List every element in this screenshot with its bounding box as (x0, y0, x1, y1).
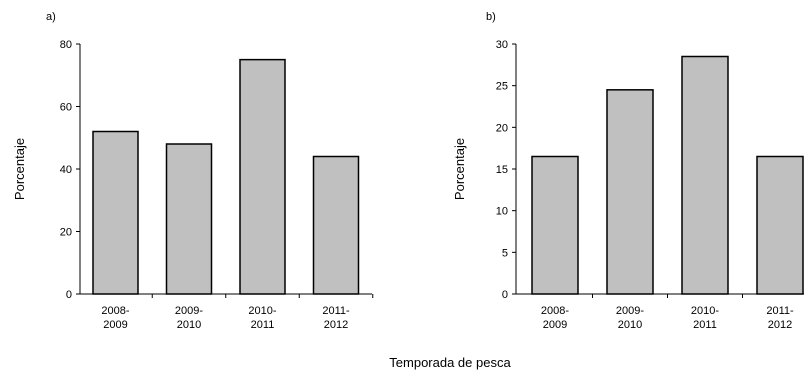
panel-b-category-label: 2010- (691, 305, 719, 317)
panel-a-y-tick-label: 0 (66, 289, 72, 301)
panel-b-bar-2 (606, 89, 654, 295)
panel-b-category-label: 2009 (543, 319, 567, 331)
panel-a-y-axis-label: Porcentaje (12, 138, 27, 200)
panel-b-y-tick-label: 10 (496, 206, 508, 218)
panel-a-y-tick-label: 60 (60, 102, 72, 114)
panel-b-category-label: 2012 (768, 319, 792, 331)
panel-b-bar-3 (681, 55, 729, 295)
panel-a-bar-1 (92, 130, 139, 295)
panel-b-bar-chart: b) 0 5 10 15 20 25 30 Porcentaje 2008- 2009 2009- 20… (452, 11, 804, 331)
panel-b-category-label: 2008- (541, 305, 569, 317)
panel-a-bar-4 (312, 155, 360, 295)
panel-b-category-label: 2009- (616, 305, 644, 317)
panel-a-category-label: 2011- (322, 305, 350, 317)
panel-a-category-label: 2009- (175, 305, 203, 317)
panel-a-bar-3 (239, 58, 286, 295)
panel-b-label: b) (486, 11, 496, 23)
panel-a-bar-2 (165, 143, 213, 295)
panel-b-y-tick-label: 20 (496, 122, 508, 134)
panel-a-category-label: 2012 (324, 319, 348, 331)
panel-b-y-tick-label: 15 (496, 164, 508, 176)
panel-a-y-tick-label: 80 (60, 39, 72, 51)
panel-a-category-label: 2009 (103, 319, 127, 331)
panel-b-y-axis-label: Porcentaje (452, 138, 467, 200)
panel-b-category-label: 2010 (618, 319, 642, 331)
panel-a-y-tick-label: 20 (60, 227, 72, 239)
panel-b-bar-1 (531, 155, 579, 295)
shared-x-axis-label: Temporada de pesca (389, 355, 511, 370)
panel-b-bar-4 (756, 155, 804, 295)
panel-a-y-tick-label: 40 (60, 164, 72, 176)
panel-a-category-label: 2010 (177, 319, 201, 331)
panel-a-label: a) (46, 11, 56, 23)
panel-a-category-label: 2008- (101, 305, 129, 317)
panel-b-category-label: 2011 (693, 319, 717, 331)
panel-a-category-label: 2010- (248, 305, 276, 317)
panel-b-y-tick-label: 30 (496, 39, 508, 51)
panel-a-category-label: 2011 (251, 319, 275, 331)
panel-b-category-label: 2011- (766, 305, 794, 317)
panel-b-y-tick-label: 25 (496, 81, 508, 93)
panel-b-y-tick-label: 5 (502, 247, 508, 259)
panel-b-y-tick-label: 0 (502, 289, 508, 301)
panel-a-bar-chart: a) 0 20 40 60 80 Porcentaje 2008- 2009 2009- 2010 2… (12, 11, 374, 331)
